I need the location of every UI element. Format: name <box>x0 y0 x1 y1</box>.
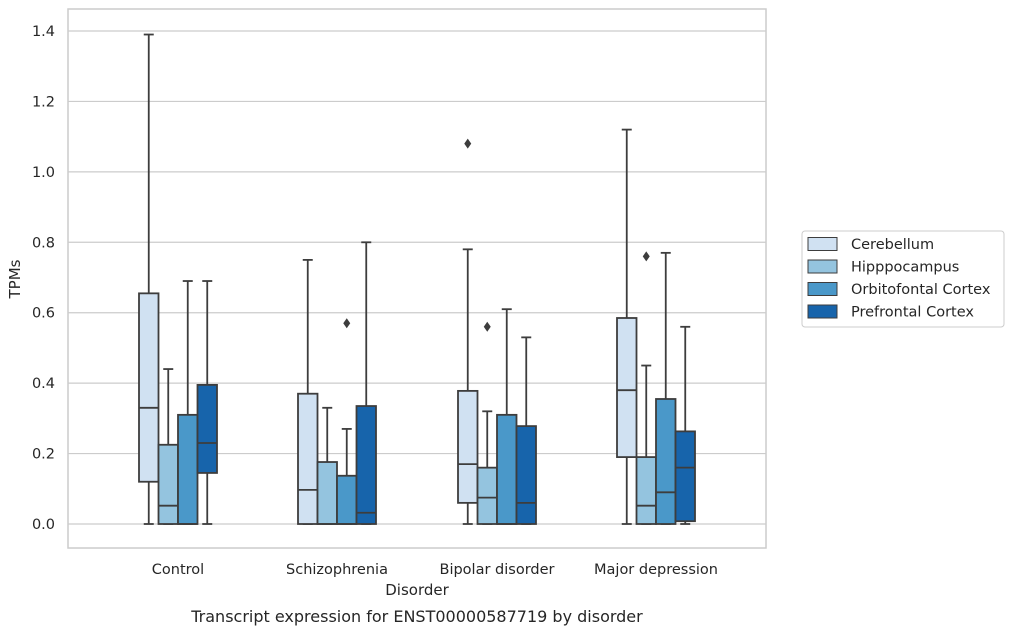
legend-label: Hipppocampus <box>851 260 959 276</box>
box-2-3 <box>655 251 677 525</box>
box-0-1 <box>297 258 319 525</box>
box-body <box>196 384 218 474</box>
box-body <box>476 466 498 525</box>
box-body <box>177 413 199 525</box>
x-tick-labels: Control Schizophrenia Bipolar disorder Majo… <box>152 562 718 578</box>
box-3-0 <box>196 280 218 525</box>
box-1-1 <box>316 406 338 525</box>
box-body <box>138 292 160 483</box>
legend-label: Prefrontal Cortex <box>851 305 974 321</box>
box-body <box>297 392 319 525</box>
box-0-3 <box>616 128 638 525</box>
legend-frame <box>801 230 1005 328</box>
legend-label: Cerebellum <box>851 237 934 253</box>
legend-label: Orbitofontal Cortex <box>851 282 991 298</box>
box-3-3 <box>674 325 696 525</box>
x-tick-label: Major depression <box>594 562 718 578</box>
box-body <box>157 443 179 525</box>
box-body <box>336 474 358 525</box>
plot-frame <box>67 8 767 549</box>
box-body <box>635 456 657 525</box>
x-tick-label: Bipolar disorder <box>440 562 555 578</box>
y-tick-label: 0.2 <box>32 447 55 463</box>
y-tick-label: 0.8 <box>32 235 55 251</box>
y-tick-label: 0.6 <box>32 306 55 322</box>
legend: Cerebellum Hipppocampus Orbitofontal Corte… <box>801 230 1005 328</box>
box-body <box>515 425 537 525</box>
y-tick-label: 0.0 <box>32 517 55 533</box>
legend-swatch <box>807 282 838 296</box>
x-tick-label: Control <box>152 562 204 578</box>
box-3-2 <box>515 336 537 525</box>
box-2-2 <box>496 308 518 525</box>
box-1-0 <box>157 368 179 525</box>
y-tick-labels: 0.0 0.2 0.4 0.6 0.8 1.0 1.2 1.4 <box>32 24 55 533</box>
box-1-3 <box>635 251 657 525</box>
box-body <box>457 389 479 504</box>
box-0-0 <box>138 33 160 525</box>
box-3-1 <box>355 241 377 525</box>
chart-caption: Transcript expression for ENST0000058771… <box>190 607 643 626</box>
legend-swatch <box>807 237 838 251</box>
outlier-marker <box>343 318 351 329</box>
box-body <box>655 398 677 525</box>
outlier-marker <box>642 251 650 262</box>
y-tick-label: 1.2 <box>32 94 55 110</box>
outlier-marker <box>483 321 491 332</box>
legend-swatch <box>807 304 838 319</box>
outlier-marker <box>464 138 472 149</box>
boxplot-marks <box>138 33 696 525</box>
legend-swatch <box>807 259 838 274</box>
box-0-2 <box>457 138 479 525</box>
x-axis-title: Disorder <box>385 581 449 599</box>
y-tick-label: 1.4 <box>32 24 55 40</box>
x-tick-label: Schizophrenia <box>286 562 388 578</box>
box-1-2 <box>476 321 498 525</box>
y-tick-label: 1.0 <box>32 165 55 181</box>
box-2-0 <box>177 280 199 525</box>
box-2-1 <box>336 318 358 525</box>
box-body <box>674 430 696 523</box>
box-body <box>616 317 638 458</box>
y-axis-title: TPMs <box>6 259 24 299</box>
box-body <box>355 405 377 525</box>
box-body <box>316 461 338 525</box>
box-body <box>496 413 518 525</box>
y-tick-label: 0.4 <box>32 376 55 392</box>
